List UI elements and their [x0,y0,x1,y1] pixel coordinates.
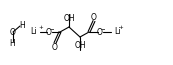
Text: O: O [97,27,103,37]
Text: O: O [10,27,16,37]
Text: +: + [119,25,123,30]
Text: −: − [101,26,105,31]
Text: Li: Li [114,27,121,36]
Text: H: H [9,40,15,48]
Text: O: O [46,27,52,37]
Text: −: − [50,26,54,31]
Text: O: O [52,43,58,51]
Text: OH: OH [63,14,75,22]
Text: OH: OH [74,41,86,51]
Text: H: H [20,20,25,30]
Text: Li: Li [30,27,37,36]
Text: O: O [91,12,97,22]
Text: +: + [38,25,43,30]
